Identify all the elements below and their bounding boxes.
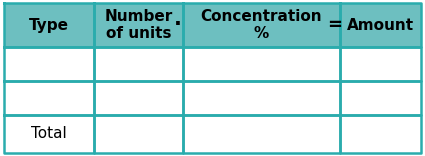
Bar <box>183 115 340 153</box>
Bar <box>4 47 94 81</box>
Bar <box>94 3 183 47</box>
Text: Total: Total <box>31 126 67 141</box>
Bar <box>340 47 421 81</box>
Bar <box>4 81 94 115</box>
Text: ·: · <box>174 14 182 34</box>
Text: Concentration
%: Concentration % <box>201 9 322 41</box>
Text: Type: Type <box>29 18 69 33</box>
Bar <box>4 3 94 47</box>
Text: Number
of units: Number of units <box>105 9 173 41</box>
Bar <box>183 3 340 47</box>
Bar <box>94 115 183 153</box>
Text: =: = <box>327 16 342 34</box>
Bar <box>340 81 421 115</box>
Bar <box>94 81 183 115</box>
Bar <box>183 47 340 81</box>
Text: Amount: Amount <box>346 18 414 33</box>
Bar <box>340 115 421 153</box>
Bar <box>183 81 340 115</box>
Bar <box>4 115 94 153</box>
Bar <box>340 3 421 47</box>
Bar <box>94 47 183 81</box>
